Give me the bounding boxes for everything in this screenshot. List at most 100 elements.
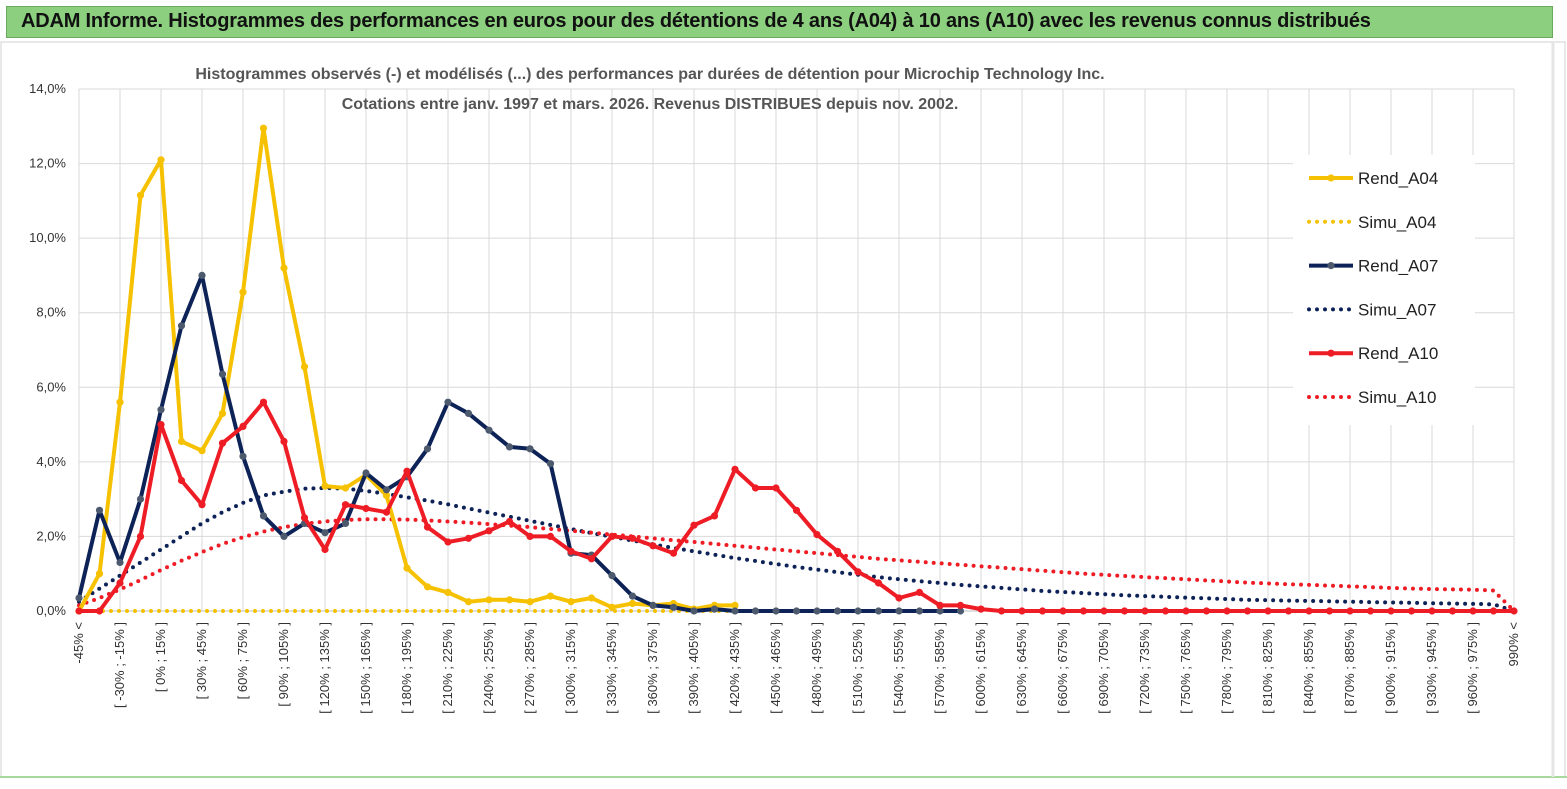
data-point-rend-a04: [526, 598, 534, 606]
data-point-rend-a04: [116, 398, 124, 406]
data-point-rend-a10: [464, 534, 473, 542]
data-point-rend-a10: [157, 421, 165, 429]
data-point-rend-a10: [1079, 607, 1088, 615]
data-point-rend-a07: [608, 572, 616, 580]
data-point-rend-a07: [526, 445, 534, 453]
data-point-rend-a10: [546, 532, 555, 541]
x-tick-label: [ -30% ; -15% ]: [112, 622, 127, 708]
data-point-rend-a10: [1243, 607, 1252, 615]
data-point-rend-a10: [1141, 607, 1149, 615]
data-point-rend-a10: [1161, 607, 1170, 615]
data-point-rend-a07: [874, 607, 883, 615]
data-point-rend-a10: [1100, 607, 1108, 615]
data-point-rend-a07: [321, 529, 329, 537]
data-point-rend-a10: [218, 439, 227, 447]
data-point-rend-a10: [874, 579, 883, 587]
data-point-rend-a07: [936, 607, 944, 615]
x-tick-label: -45% <: [71, 622, 86, 664]
x-tick-label: [ 150% ; 165% ]: [358, 622, 373, 714]
x-tick-label: [ 450% ; 465% ]: [768, 622, 783, 714]
data-point-rend-a10: [690, 521, 698, 529]
data-point-rend-a04: [95, 570, 104, 578]
data-point-rend-a07: [362, 469, 370, 477]
legend-marker: [1327, 262, 1335, 270]
x-tick-label: [ 960% ; 975% ]: [1465, 622, 1480, 714]
data-point-rend-a04: [341, 484, 350, 492]
data-point-rend-a07: [464, 409, 473, 417]
data-point-rend-a07: [813, 607, 821, 615]
data-point-rend-a10: [1120, 607, 1129, 615]
data-point-rend-a07: [792, 607, 801, 615]
data-point-rend-a04: [259, 124, 268, 132]
data-point-rend-a07: [218, 370, 227, 378]
legend-label: Rend_A04: [1358, 169, 1438, 188]
data-point-rend-a07: [136, 495, 145, 503]
data-point-rend-a04: [423, 583, 432, 591]
x-tick-label: [ 660% ; 675% ]: [1055, 622, 1070, 714]
x-tick-label: [ 690% ; 705% ]: [1096, 622, 1111, 714]
x-tick-label: [ 570% ; 585% ]: [932, 622, 947, 714]
series-lines: [75, 124, 1518, 615]
data-point-rend-a10: [1223, 607, 1231, 615]
x-tick-label: [ 330% ; 345% ]: [604, 622, 619, 714]
data-point-rend-a07: [423, 445, 432, 453]
data-point-rend-a04: [198, 447, 206, 455]
data-point-rend-a07: [751, 607, 760, 615]
series-line-rend-a07: [77, 273, 961, 613]
data-point-rend-a10: [1018, 607, 1026, 615]
data-point-rend-a10: [1325, 607, 1334, 615]
data-point-rend-a10: [1182, 607, 1190, 615]
data-point-rend-a04: [485, 596, 493, 604]
legend-box: [1293, 155, 1475, 425]
x-tick-label: [ 210% ; 225% ]: [440, 622, 455, 714]
data-point-rend-a10: [1366, 607, 1375, 615]
data-point-rend-a10: [1038, 607, 1047, 615]
x-tick-label: [ 420% ; 435% ]: [727, 622, 742, 714]
series-line-simu-a10: [77, 517, 1516, 613]
data-point-rend-a07: [649, 601, 657, 610]
data-point-rend-a07: [177, 322, 186, 330]
x-tick-label: [ 60% ; 75% ]: [235, 622, 250, 699]
data-point-rend-a07: [75, 594, 83, 602]
data-point-rend-a10: [1428, 607, 1436, 615]
data-point-rend-a10: [1489, 607, 1498, 615]
data-point-rend-a04: [321, 482, 329, 490]
y-tick-label: 12,0%: [29, 156, 66, 171]
data-point-rend-a10: [1387, 607, 1395, 615]
series-line-rend-a10: [79, 400, 1514, 613]
series-line-simu-a07: [77, 486, 1516, 613]
data-point-rend-a10: [177, 476, 186, 485]
data-point-rend-a10: [649, 542, 657, 550]
data-point-rend-a04: [403, 564, 411, 572]
data-point-rend-a10: [321, 545, 329, 554]
data-point-rend-a04: [546, 592, 555, 600]
data-point-rend-a10: [1407, 607, 1416, 615]
y-tick-label: 10,0%: [29, 230, 66, 245]
data-point-rend-a04: [567, 598, 575, 606]
data-point-rend-a10: [136, 532, 145, 541]
data-point-rend-a04: [464, 598, 473, 606]
x-tick-label: [ 840% ; 855% ]: [1301, 622, 1316, 714]
data-point-rend-a04: [608, 603, 616, 611]
legend-label: Simu_A04: [1358, 213, 1436, 232]
data-point-rend-a10: [1284, 607, 1293, 615]
data-point-rend-a07: [505, 443, 514, 451]
y-tick-label: 6,0%: [36, 379, 66, 394]
y-tick-label: 8,0%: [36, 305, 66, 320]
x-tick-label: [ 0% ; 15% ]: [153, 622, 168, 692]
x-tick-label: 990% <: [1506, 622, 1521, 666]
x-tick-label: [ 810% ; 825% ]: [1260, 622, 1275, 714]
data-point-rend-a07: [772, 607, 780, 615]
data-point-rend-a07: [485, 426, 493, 434]
data-point-rend-a07: [833, 607, 842, 615]
y-tick-label: 2,0%: [36, 528, 66, 543]
report-title: ADAM Informe. Histogrammes des performan…: [21, 10, 1371, 32]
data-point-rend-a07: [690, 607, 698, 615]
data-point-rend-a04: [382, 491, 391, 499]
data-point-rend-a10: [813, 531, 821, 539]
data-point-rend-a04: [157, 156, 165, 164]
data-point-rend-a10: [1448, 607, 1457, 615]
data-point-rend-a10: [239, 422, 247, 430]
data-point-rend-a10: [1510, 607, 1518, 615]
